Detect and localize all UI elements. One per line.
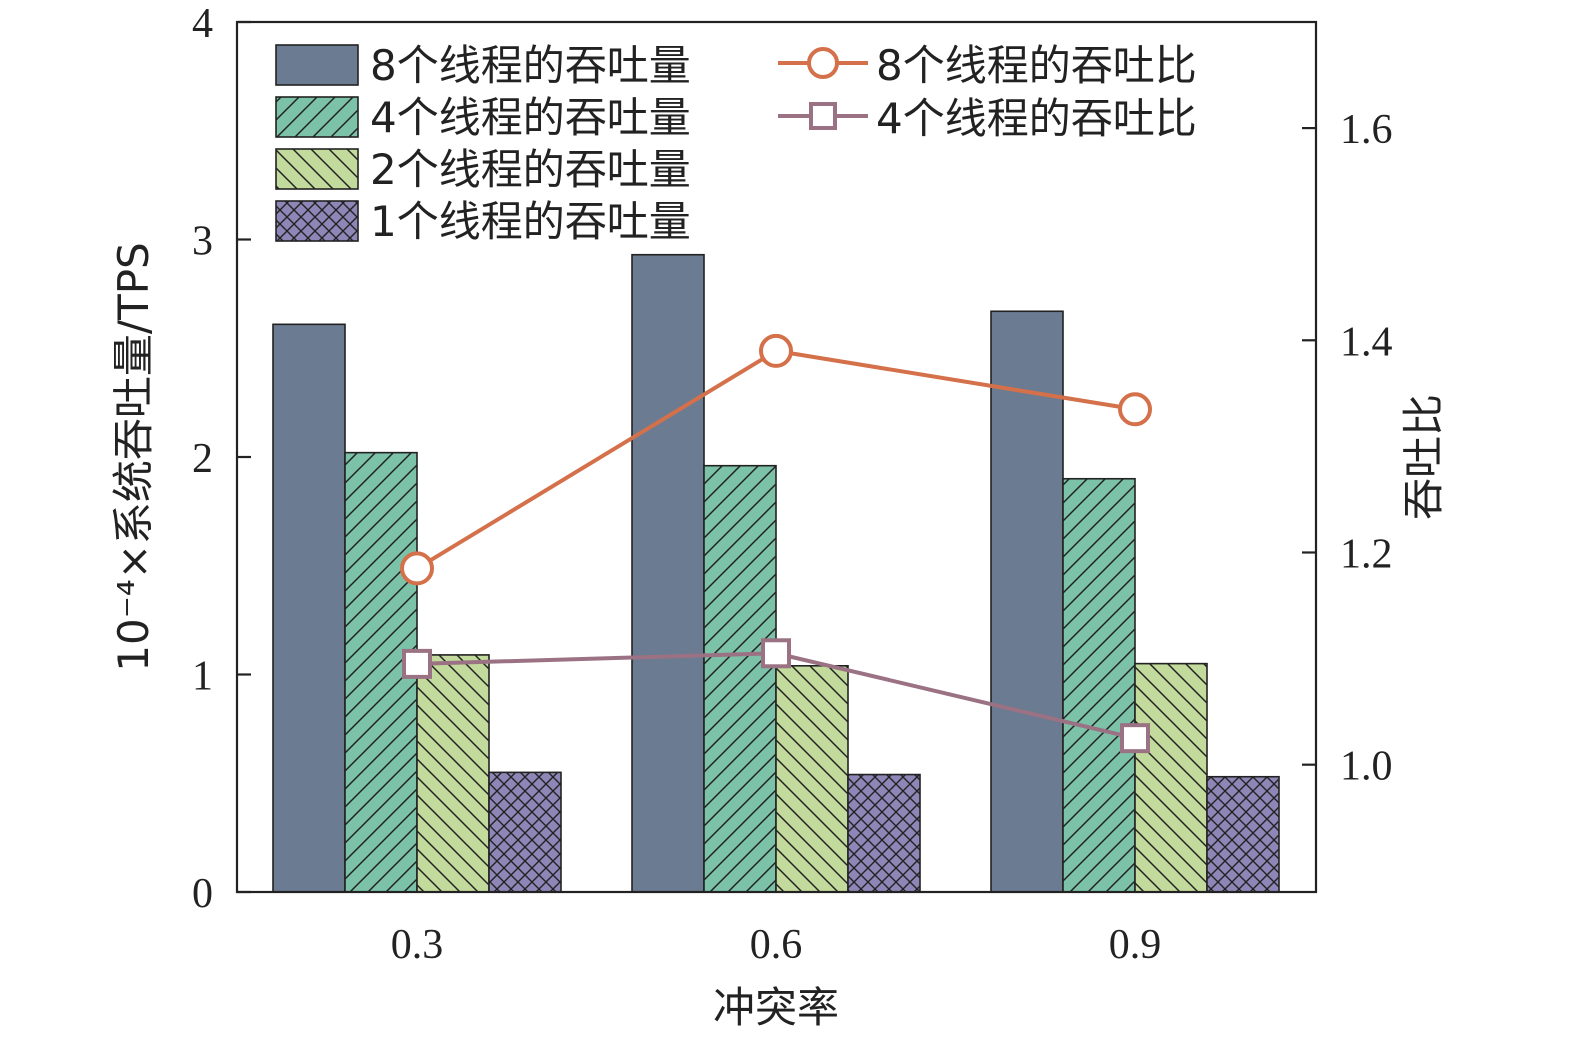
legend-swatch-1-pattern: [276, 97, 358, 137]
ratio-point-0-2: [1118, 392, 1152, 427]
legend-label-2: 2个线程的吞吐量: [370, 145, 691, 194]
right-tick-label-2: 1.4: [1340, 319, 1393, 365]
bar-2-2-pattern: [1135, 663, 1207, 892]
legend-swatch-2: [275, 148, 359, 190]
legend-line-label-1: 4个线程的吞吐比: [876, 94, 1197, 143]
bar-0-0-fill: [273, 324, 345, 892]
y-axis-title: 10⁻⁴×系统吞吐量/TPS: [109, 242, 158, 671]
bar-0-1-fill: [632, 254, 704, 893]
legend-swatch-2-pattern: [276, 149, 358, 189]
x-tick-label-0: 0.3: [391, 922, 444, 968]
left-tick-label-1: 1: [192, 654, 213, 700]
legend-swatch-3-pattern: [276, 201, 358, 241]
ratio-point-1-1: [761, 638, 791, 669]
left-tick-label-4: 4: [192, 1, 213, 47]
right-tick-label-1: 1.2: [1340, 531, 1393, 577]
legend-marker-0: [807, 47, 839, 79]
left-tick-label-0: 0: [192, 871, 213, 917]
left-tick-label-3: 3: [192, 219, 213, 265]
ratio-point-1-0: [402, 648, 432, 679]
ratio-point-0-0: [400, 551, 434, 586]
x-tick-label-2: 0.9: [1109, 922, 1162, 968]
bar-3-1-pattern: [848, 774, 920, 892]
legend-label-3: 1个线程的吞吐量: [370, 197, 691, 246]
x-tick-label-1: 0.6: [750, 922, 803, 968]
ratio-point-1-2: [1120, 723, 1150, 754]
ratio-point-0-1: [759, 333, 793, 368]
x-axis-title: 冲突率: [713, 983, 839, 1032]
bar-1-2-pattern: [1063, 478, 1135, 892]
legend-line-label-0: 8个线程的吞吐比: [876, 41, 1197, 90]
bar-3-0-pattern: [489, 772, 561, 892]
y2-axis-title: 吞吐比: [1399, 394, 1448, 520]
legend-swatch-0: [275, 44, 359, 86]
bar-0-2-fill: [991, 311, 1063, 892]
legend-marker-1: [809, 102, 837, 130]
legend-swatch-1: [275, 96, 359, 138]
legend-swatch-3: [275, 200, 359, 242]
legend-label-1: 4个线程的吞吐量: [370, 93, 691, 142]
left-tick-label-2: 2: [192, 436, 213, 482]
legend-label-0: 8个线程的吞吐量: [370, 41, 691, 90]
bar-2-0-pattern: [417, 654, 489, 892]
bar-1-1-pattern: [704, 465, 776, 892]
bar-3-2-pattern: [1207, 776, 1279, 892]
right-tick-label-3: 1.6: [1340, 107, 1393, 153]
legend-swatch-0-fill: [276, 45, 358, 85]
bar-2-1-pattern: [776, 665, 848, 892]
plot-area: 0 1 2 3 4 1.0 1.2 1.4 1.6 0.3 0.6 0.9 冲突率 10⁻⁴×系统吞吐量/…: [109, 1, 1448, 1032]
right-tick-label-0: 1.0: [1340, 744, 1393, 790]
